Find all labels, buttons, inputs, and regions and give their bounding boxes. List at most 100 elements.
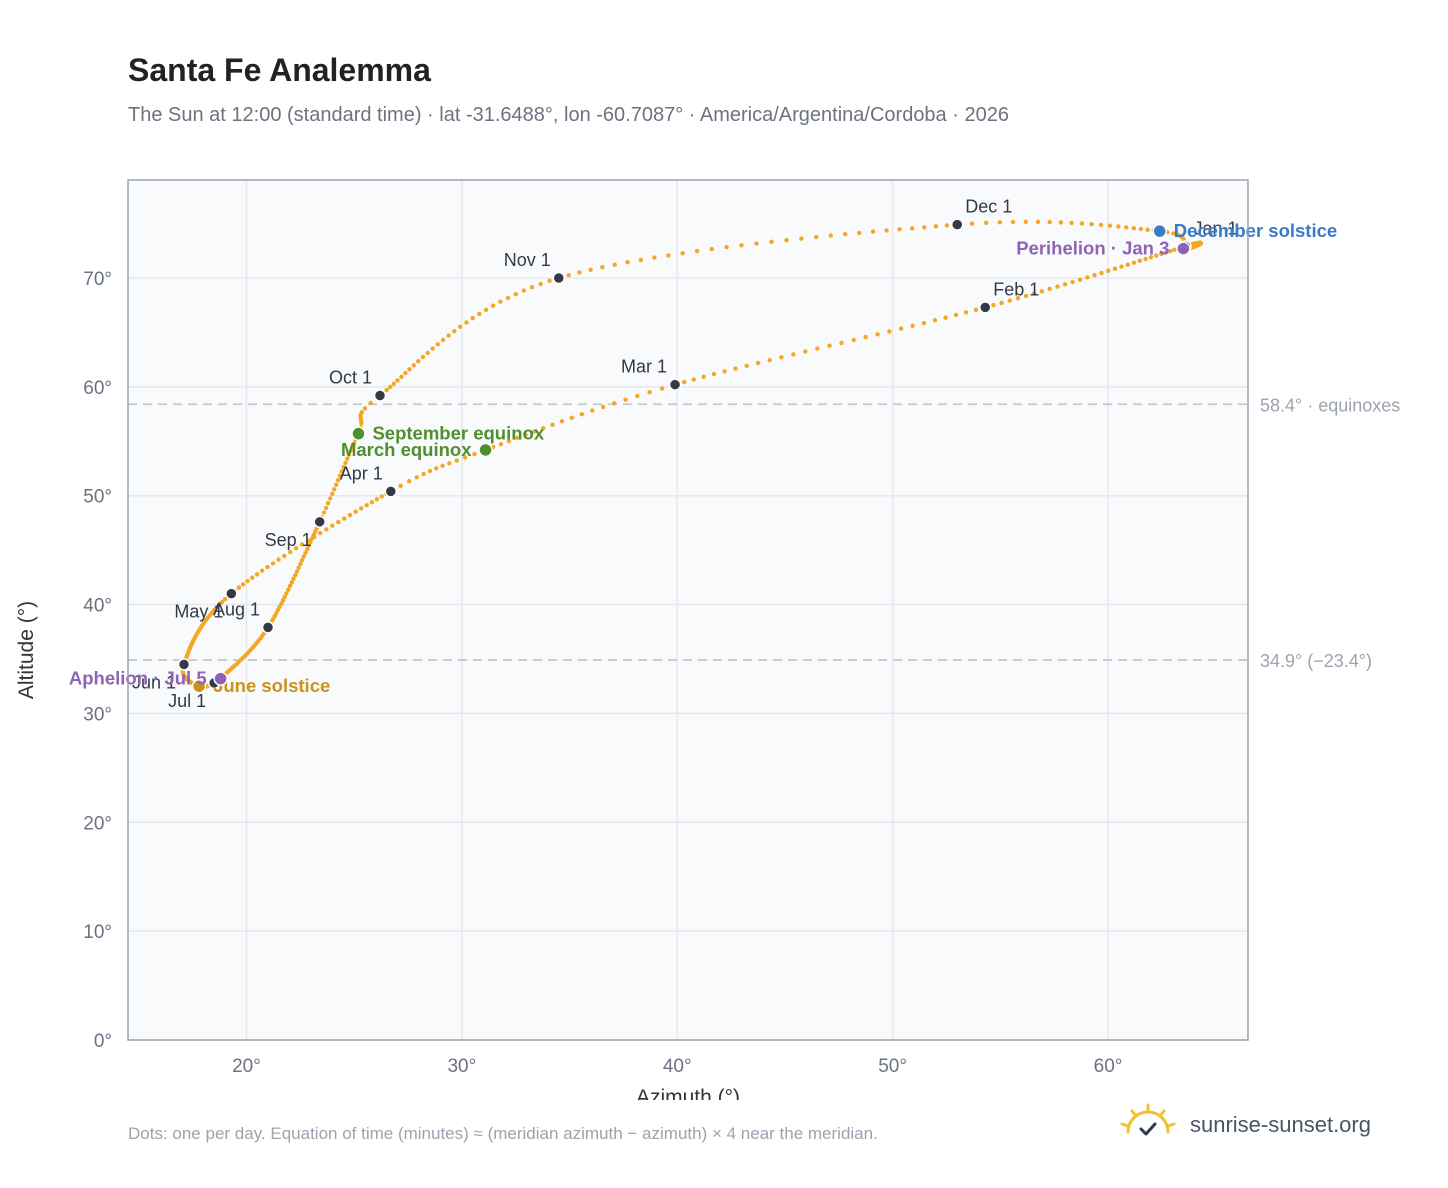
daily-sun-dot bbox=[440, 463, 445, 468]
daily-sun-dot bbox=[240, 582, 246, 587]
daily-sun-dot bbox=[559, 419, 565, 424]
daily-sun-dot bbox=[999, 300, 1004, 306]
month-marker-label: Apr 1 bbox=[340, 463, 383, 483]
daily-sun-dot bbox=[784, 238, 789, 243]
daily-sun-dot bbox=[464, 320, 469, 325]
daily-sun-dot bbox=[299, 558, 305, 563]
daily-sun-dot bbox=[351, 441, 357, 446]
month-marker-label: Mar 1 bbox=[621, 357, 667, 377]
daily-sun-dot bbox=[754, 241, 759, 246]
daily-sun-dot bbox=[1137, 258, 1143, 263]
event-marker-dot bbox=[351, 426, 366, 441]
daily-sun-dot bbox=[799, 236, 804, 241]
y-tick-label: 50° bbox=[83, 487, 112, 508]
y-tick-label: 20° bbox=[83, 813, 112, 834]
daily-sun-dot bbox=[454, 458, 459, 463]
daily-sun-dot bbox=[270, 561, 276, 566]
daily-sun-dot bbox=[694, 248, 700, 254]
daily-sun-dot bbox=[435, 342, 440, 347]
daily-sun-dot bbox=[1107, 223, 1113, 228]
x-tick-label: 30° bbox=[447, 1056, 476, 1077]
daily-sun-dot bbox=[857, 230, 862, 236]
y-tick-label: 70° bbox=[83, 269, 112, 290]
daily-sun-dot bbox=[328, 496, 333, 501]
daily-sun-dot bbox=[863, 334, 868, 340]
daily-sun-dot bbox=[440, 337, 446, 343]
daily-sun-dot bbox=[997, 220, 1003, 225]
daily-sun-dot bbox=[286, 587, 291, 592]
daily-sun-dot bbox=[779, 355, 784, 360]
daily-sun-dot bbox=[711, 371, 717, 377]
month-marker-label: Dec 1 bbox=[965, 197, 1012, 217]
month-marker-dot bbox=[668, 378, 682, 391]
daily-sun-dot bbox=[566, 273, 571, 278]
chart-subtitle: The Sun at 12:00 (standard time) · lat -… bbox=[128, 104, 1009, 126]
daily-sun-dot bbox=[1119, 264, 1124, 269]
daily-sun-dot bbox=[301, 554, 306, 559]
daily-sun-dot bbox=[305, 547, 310, 552]
daily-sun-dot bbox=[280, 598, 286, 603]
x-tick-label: 20° bbox=[232, 1056, 261, 1077]
daily-sun-dot bbox=[600, 404, 606, 410]
daily-sun-dot bbox=[682, 379, 687, 385]
plot-area bbox=[128, 180, 1248, 1040]
daily-sun-dot bbox=[311, 532, 316, 538]
daily-sun-dot bbox=[791, 352, 796, 357]
daily-sun-dot bbox=[472, 451, 477, 457]
daily-sun-dot bbox=[219, 599, 225, 605]
daily-sun-dot bbox=[1172, 247, 1177, 252]
daily-sun-dot bbox=[462, 455, 468, 460]
daily-sun-dot bbox=[969, 221, 975, 226]
daily-sun-dot bbox=[1079, 221, 1085, 226]
daily-sun-dot bbox=[276, 557, 281, 562]
daily-sun-dot bbox=[411, 363, 416, 368]
daily-sun-dot bbox=[1015, 296, 1021, 301]
daily-sun-dot bbox=[398, 483, 403, 488]
daily-sun-dot bbox=[944, 223, 950, 228]
y-tick-label: 40° bbox=[83, 596, 112, 617]
daily-sun-dot bbox=[691, 377, 696, 382]
y-axis-label: Altitude (°) bbox=[15, 601, 38, 699]
daily-sun-dot bbox=[282, 594, 287, 599]
daily-sun-dot bbox=[369, 500, 375, 505]
daily-sun-dot bbox=[659, 386, 665, 391]
daily-sun-dot bbox=[932, 318, 938, 323]
daily-sun-dot bbox=[303, 550, 308, 555]
daily-sun-dot bbox=[523, 432, 528, 437]
daily-sun-dot bbox=[298, 561, 303, 567]
daily-sun-dot bbox=[325, 501, 331, 506]
axes: 20° 30° 40° 50° 60° 0° 10° 20° 30° 40° 50° 60° 70° Az… bbox=[15, 269, 1122, 1100]
daily-sun-dot bbox=[348, 448, 353, 453]
daily-sun-dot bbox=[767, 357, 772, 363]
daily-sun-dot bbox=[1035, 219, 1041, 224]
x-tick-label: 40° bbox=[663, 1056, 692, 1077]
month-marker-dot bbox=[261, 621, 275, 634]
daily-sun-dot bbox=[1089, 222, 1094, 227]
daily-sun-dot bbox=[1031, 291, 1037, 296]
x-tick-label: 60° bbox=[1094, 1056, 1123, 1077]
x-tick-label: 50° bbox=[878, 1056, 907, 1077]
daily-sun-dot bbox=[1124, 225, 1129, 230]
daily-sun-dot bbox=[1039, 289, 1045, 294]
daily-sun-dot bbox=[265, 564, 270, 570]
daily-sun-dot bbox=[343, 460, 348, 465]
daily-sun-dot bbox=[666, 253, 671, 258]
daily-sun-dot bbox=[364, 503, 369, 508]
daily-sun-dot bbox=[309, 536, 315, 541]
month-marker-dot bbox=[978, 301, 992, 314]
daily-sun-dot bbox=[345, 456, 350, 461]
month-marker-label: Jul 1 bbox=[168, 691, 206, 711]
brand-logo[interactable]: sunrise-sunset.org bbox=[1120, 1102, 1390, 1146]
daily-sun-dot bbox=[260, 568, 265, 573]
daily-sun-dot bbox=[1070, 279, 1075, 285]
daily-sun-dot bbox=[1055, 284, 1060, 289]
daily-sun-dot bbox=[1168, 248, 1173, 254]
daily-sun-dot bbox=[293, 546, 299, 551]
daily-sun-dot bbox=[236, 585, 242, 590]
daily-sun-dot bbox=[430, 346, 435, 351]
daily-sun-dot bbox=[374, 497, 380, 502]
daily-sun-dot bbox=[638, 257, 643, 263]
daily-sun-dot bbox=[452, 329, 457, 334]
daily-sun-dot bbox=[1010, 219, 1016, 225]
